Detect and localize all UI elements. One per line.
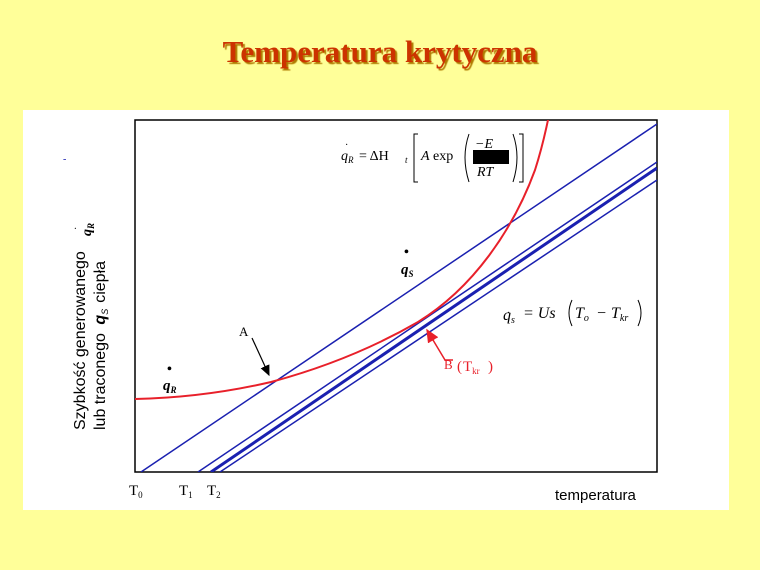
svg-text:T2: T2 (207, 483, 221, 500)
svg-text:qs: qs (503, 307, 515, 326)
point-B-label: B ( Tkr ) (444, 357, 493, 376)
svg-text:exp: exp (433, 149, 453, 164)
svg-text:To: To (575, 305, 589, 324)
redaction-box (473, 150, 509, 164)
diagram-svg: - qR · = ΔH t A exp −E RT (63, 119, 658, 504)
svg-text:lub traconego qSciepła: lub traconego qSciepła (92, 261, 110, 430)
tick-T0: T0 (129, 483, 143, 500)
svg-text:A: A (420, 149, 430, 164)
point-B-arrow (426, 328, 453, 361)
svg-text:(: ( (457, 359, 462, 375)
svg-text:): ) (488, 359, 493, 375)
svg-text:•: • (404, 245, 409, 260)
svg-text:•: • (167, 362, 172, 377)
heat-loss-line-T0 (140, 123, 657, 472)
label-qS-on-graph: • qS (401, 245, 414, 279)
svg-text:·: · (71, 227, 82, 230)
svg-text:= ΔH: = ΔH (359, 149, 389, 164)
svg-text:T1: T1 (179, 483, 193, 500)
svg-text:qS: qS (401, 262, 414, 279)
svg-text:t: t (405, 155, 408, 165)
diagram-panel: - qR · = ΔH t A exp −E RT (23, 110, 729, 510)
x-axis-label: temperatura (555, 487, 637, 504)
stray-mark: - (63, 154, 66, 165)
svg-text:Szybkość generowanego: Szybkość generowanego (72, 251, 89, 430)
svg-text:−: − (597, 305, 606, 322)
formula-heat-loss: · qs = Us To − Tkr (503, 299, 642, 327)
svg-text:qR: qR (80, 223, 96, 236)
svg-text:RT: RT (476, 165, 495, 180)
y-axis-label: Szybkość generowanego lub traconego qSci… (71, 223, 110, 430)
svg-text:qR: qR (341, 149, 354, 165)
svg-text:·: · (507, 308, 510, 319)
heat-loss-line-T3 (219, 179, 657, 472)
label-qR-on-graph: • qR (163, 362, 177, 395)
heat-loss-line-T2-critical (210, 166, 657, 472)
point-A-arrow (251, 337, 270, 377)
svg-text:Tkr: Tkr (463, 359, 480, 376)
svg-text:Tkr: Tkr (611, 305, 628, 324)
svg-text:B: B (444, 357, 453, 372)
plot-frame (134, 119, 658, 473)
heat-generation-curve (135, 120, 550, 400)
svg-text:qR: qR (163, 378, 177, 395)
tick-T2: T2 (207, 483, 221, 500)
slide-title: Temperatura krytyczna (222, 34, 538, 69)
svg-text:·: · (345, 140, 348, 151)
svg-text:−E: −E (475, 137, 493, 152)
tick-T1: T1 (179, 483, 193, 500)
svg-text:T0: T0 (129, 483, 143, 500)
formula-heat-generation: qR · = ΔH t A exp −E RT (341, 133, 524, 183)
svg-text:= Us: = Us (523, 305, 556, 322)
point-A-label: A (239, 324, 249, 339)
